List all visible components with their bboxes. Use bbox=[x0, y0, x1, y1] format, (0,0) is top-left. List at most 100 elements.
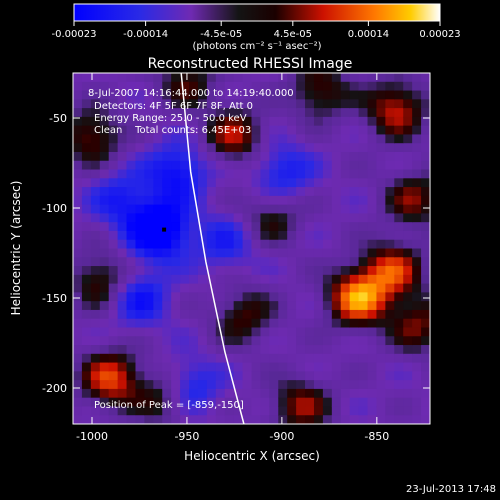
heatmap-cell bbox=[421, 345, 430, 355]
heatmap-cell bbox=[340, 125, 351, 136]
heatmap-cell bbox=[171, 257, 181, 267]
heatmap-cell bbox=[81, 248, 92, 258]
heatmap-cell bbox=[358, 266, 369, 276]
heatmap-cell bbox=[403, 187, 413, 197]
heatmap-cell bbox=[189, 327, 199, 337]
heatmap-cell bbox=[287, 222, 297, 232]
heatmap-cell bbox=[313, 336, 324, 346]
heatmap-cell bbox=[394, 204, 404, 215]
heatmap-cell bbox=[189, 257, 199, 267]
heatmap-cell bbox=[421, 151, 430, 162]
heatmap-cell bbox=[81, 73, 92, 83]
heatmap-cell bbox=[313, 353, 324, 364]
heatmap-cell bbox=[126, 90, 137, 100]
heatmap-cell bbox=[421, 213, 430, 223]
heatmap-cell bbox=[251, 388, 262, 399]
heatmap-cell bbox=[90, 266, 101, 276]
heatmap-cell bbox=[287, 406, 297, 416]
heatmap-cell bbox=[81, 195, 92, 206]
heatmap-cell bbox=[153, 406, 163, 416]
heatmap-cell bbox=[189, 362, 199, 372]
heatmap-cell bbox=[358, 406, 369, 416]
heatmap-cell bbox=[90, 187, 101, 197]
heatmap-cell bbox=[385, 318, 395, 329]
heatmap-cell bbox=[144, 345, 154, 355]
heatmap-cell bbox=[251, 397, 262, 408]
heatmap-cell bbox=[322, 195, 333, 206]
heatmap-cell bbox=[305, 169, 315, 179]
heatmap-cell bbox=[394, 195, 404, 206]
heatmap-cell bbox=[197, 397, 208, 408]
heatmap-cell bbox=[233, 248, 244, 258]
heatmap-cell bbox=[242, 397, 253, 408]
heatmap-cell bbox=[251, 248, 262, 258]
heatmap-cell bbox=[206, 239, 217, 250]
heatmap-cell bbox=[171, 397, 181, 408]
heatmap-cell bbox=[180, 204, 190, 215]
heatmap-cell bbox=[162, 213, 172, 223]
heatmap-cell bbox=[367, 134, 378, 144]
heatmap-cell bbox=[171, 362, 181, 372]
heatmap-cell bbox=[180, 134, 190, 144]
heatmap-cell bbox=[331, 301, 342, 311]
heatmap-cell bbox=[287, 248, 297, 258]
heatmap-cell bbox=[90, 257, 101, 267]
heatmap-cell bbox=[171, 81, 181, 92]
heatmap-cell bbox=[278, 415, 288, 424]
heatmap-cell bbox=[251, 371, 262, 381]
heatmap-cell bbox=[260, 178, 270, 188]
heatmap-cell bbox=[278, 353, 288, 364]
heatmap-cell bbox=[358, 230, 369, 241]
heatmap-cell bbox=[99, 318, 110, 329]
heatmap-cell bbox=[421, 230, 430, 241]
heatmap-cell bbox=[313, 318, 324, 329]
heatmap-cell bbox=[171, 318, 181, 329]
heatmap-cell bbox=[180, 266, 190, 276]
heatmap-cell bbox=[367, 283, 378, 293]
heatmap-cell bbox=[331, 345, 342, 355]
colorbar-tick-label: 0.00014 bbox=[348, 29, 389, 40]
heatmap-cell bbox=[126, 371, 137, 381]
heatmap-cell bbox=[305, 134, 315, 144]
heatmap-cell bbox=[144, 213, 154, 223]
heatmap-cell bbox=[153, 266, 163, 276]
solar-limb-line bbox=[180, 73, 245, 424]
heatmap-cell bbox=[376, 178, 386, 188]
heatmap-cell bbox=[349, 353, 360, 364]
heatmap-cell bbox=[117, 90, 128, 100]
heatmap-cell bbox=[197, 99, 208, 109]
heatmap-cell bbox=[90, 195, 101, 206]
heatmap-cell bbox=[189, 143, 199, 153]
heatmap-cell bbox=[251, 292, 262, 302]
plot-frame bbox=[72, 72, 431, 425]
heatmap-cell bbox=[73, 371, 83, 381]
heatmap-cell bbox=[81, 143, 92, 153]
heatmap-cell bbox=[189, 336, 199, 346]
heatmap-cell bbox=[180, 362, 190, 372]
heatmap-cell bbox=[287, 143, 297, 153]
heatmap-cell bbox=[224, 327, 235, 337]
heatmap-cell bbox=[322, 309, 333, 320]
heatmap-cell bbox=[367, 195, 378, 206]
heatmap-cell bbox=[90, 99, 101, 109]
heatmap-cell bbox=[215, 160, 226, 171]
heatmap-cell bbox=[349, 169, 360, 179]
heatmap-cell bbox=[90, 230, 101, 241]
heatmap-cell bbox=[90, 283, 101, 293]
heatmap-cell bbox=[412, 143, 422, 153]
heatmap-cell bbox=[73, 151, 83, 162]
heatmap-cell bbox=[305, 345, 315, 355]
heatmap-cell bbox=[197, 187, 208, 197]
heatmap-cell bbox=[242, 73, 253, 83]
heatmap-cell bbox=[313, 116, 324, 127]
heatmap-cell bbox=[421, 362, 430, 372]
heatmap-cell bbox=[144, 371, 154, 381]
heatmap-cell bbox=[180, 125, 190, 136]
heatmap-cell bbox=[215, 248, 226, 258]
heatmap-cell bbox=[403, 274, 413, 285]
heatmap-cell bbox=[322, 99, 333, 109]
heatmap-cell bbox=[358, 125, 369, 136]
heatmap-cell bbox=[251, 283, 262, 293]
heatmap-cell bbox=[251, 222, 262, 232]
heatmap-cell bbox=[287, 134, 297, 144]
